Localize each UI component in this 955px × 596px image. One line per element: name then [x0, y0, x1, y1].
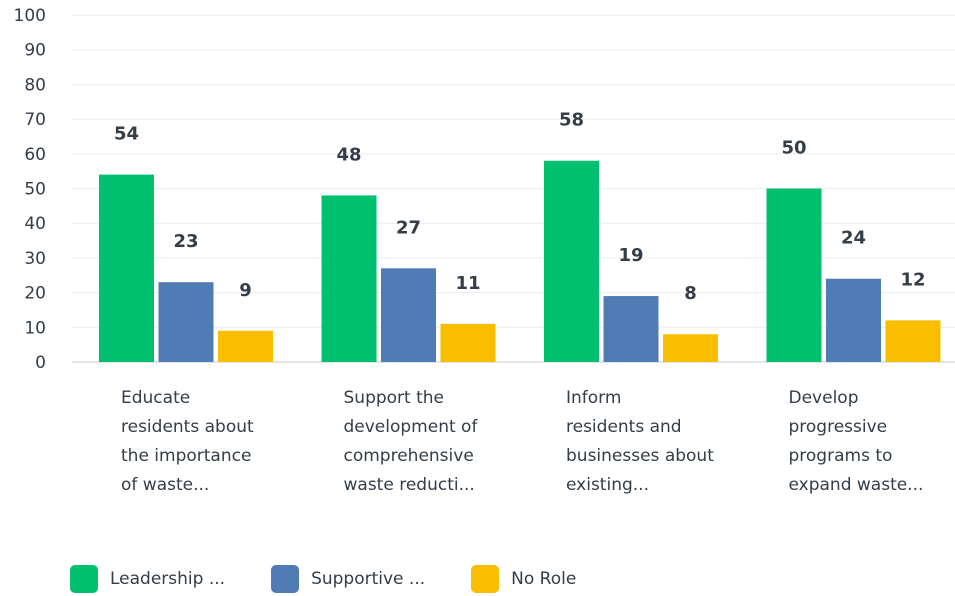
x-category-label-line: businesses about: [566, 446, 714, 466]
y-tick-label: 20: [24, 284, 46, 304]
x-category-label-line: waste reducti...: [343, 475, 475, 495]
legend-item-1[interactable]: Leadership ...: [70, 565, 225, 593]
y-tick-label: 100: [14, 6, 46, 26]
x-category-label: Educate residents about the importance of w…: [121, 384, 291, 500]
legend: Leadership ... Supportive ... No Role: [70, 565, 622, 593]
data-label: 19: [618, 245, 643, 266]
gridlines: [72, 14, 955, 363]
legend-swatch: [271, 565, 300, 593]
data-label: 8: [684, 283, 697, 304]
x-category-label-line: Educate: [121, 388, 191, 408]
x-category-label: Develop progressive programs to expand wast…: [789, 384, 955, 500]
x-category-label-line: Support the: [343, 388, 445, 408]
legend-label: No Role: [511, 569, 577, 589]
x-category-label-line: residents and: [566, 417, 682, 437]
x-category-label-line: Develop: [788, 388, 859, 408]
data-label: 11: [455, 273, 480, 294]
legend-swatch: [471, 565, 500, 593]
y-tick-label: 70: [24, 110, 46, 130]
data-label: 48: [336, 144, 361, 165]
x-category-label-line: expand waste...: [788, 475, 924, 495]
legend-item-3[interactable]: No Role: [471, 565, 576, 593]
data-label: 12: [900, 269, 925, 290]
data-labels: 54 23 9 48 27 11 58 19 8 50 24 12: [114, 110, 926, 304]
data-label: 27: [396, 217, 421, 238]
legend-item-2[interactable]: Supportive ...: [271, 565, 425, 593]
bar-3-cat-1: [218, 330, 273, 362]
bars: [99, 160, 941, 362]
data-label: 24: [841, 228, 866, 249]
x-category-label-line: existing...: [566, 475, 649, 495]
y-tick-label: 0: [35, 353, 46, 373]
data-label: 9: [239, 280, 252, 301]
y-tick-label: 90: [24, 41, 46, 61]
x-category-label-line: Inform: [566, 388, 622, 408]
x-category-label: Support the development of comprehensive wa…: [344, 384, 514, 500]
x-category-label-line: the importance: [121, 446, 252, 466]
bar-2-cat-1: [158, 282, 214, 362]
y-tick-label: 40: [24, 214, 46, 234]
bar-3-cat-4: [885, 320, 941, 362]
legend-swatch: [70, 565, 98, 593]
bar-1-cat-1: [99, 174, 154, 362]
data-label: 58: [559, 110, 584, 131]
bar-1-cat-3: [544, 160, 599, 362]
bar-2-cat-2: [381, 268, 436, 362]
bar-2-cat-4: [826, 278, 881, 362]
bar-1-cat-2: [321, 195, 377, 362]
x-category-label-line: development of: [343, 417, 478, 437]
x-category-label-line: programs to: [788, 446, 893, 466]
x-category-label-line: residents about: [121, 417, 254, 437]
bar-1-cat-4: [766, 188, 822, 362]
bar-2-cat-3: [603, 296, 659, 362]
data-label: 23: [173, 231, 198, 252]
data-label: 50: [781, 138, 806, 159]
y-tick-label: 30: [24, 249, 46, 269]
y-tick-label: 60: [24, 145, 46, 165]
legend-label: Supportive ...: [311, 569, 426, 589]
x-category-label-line: of waste...: [121, 475, 210, 495]
legend-label: Leadership ...: [110, 569, 226, 589]
y-tick-label: 10: [24, 318, 46, 338]
bar-3-cat-2: [440, 323, 496, 362]
y-tick-label: 50: [24, 180, 46, 200]
bar-3-cat-3: [663, 334, 718, 362]
data-label: 54: [114, 124, 139, 145]
x-category-label: Inform residents and businesses about exist…: [566, 384, 736, 500]
y-tick-label: 80: [24, 75, 46, 95]
y-axis-ticks: 0 10 20 30 40 50 60 70 80 90 100: [14, 6, 46, 373]
x-category-label-line: comprehensive: [343, 446, 474, 466]
x-category-label-line: progressive: [788, 417, 888, 437]
